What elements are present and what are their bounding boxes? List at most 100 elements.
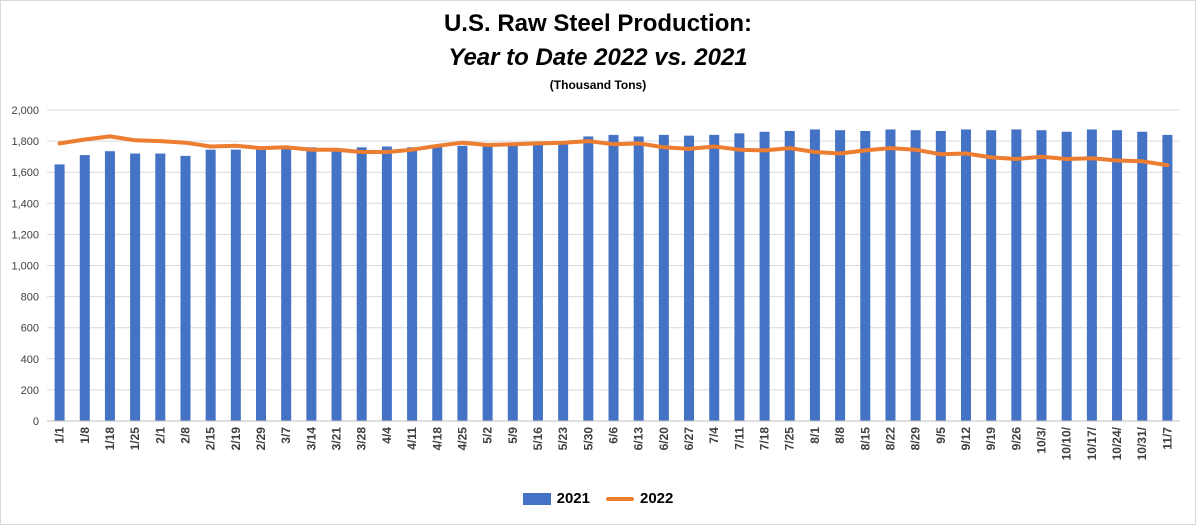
- x-tick-label: 9/5: [934, 427, 948, 444]
- x-tick-label: 5/23: [556, 427, 570, 451]
- bar-2021: [1036, 130, 1047, 421]
- bar-2021: [1112, 130, 1123, 421]
- x-tick-label: 7/25: [783, 427, 797, 451]
- bar-2021: [381, 146, 392, 422]
- bar-2021: [1011, 129, 1022, 421]
- x-tick-label: 5/30: [581, 427, 595, 451]
- bar-2021: [986, 130, 997, 421]
- x-tick-label: 6/6: [607, 427, 621, 444]
- x-tick-label: 10/17/: [1085, 426, 1099, 460]
- legend-item-2022: 2022: [606, 490, 673, 507]
- bar-2021: [935, 130, 946, 421]
- bar-2021: [684, 135, 695, 421]
- legend-swatch-2021: [522, 492, 551, 505]
- bar-2021: [1162, 134, 1173, 421]
- legend-label-2022: 2022: [640, 490, 674, 507]
- bar-2021: [658, 134, 669, 421]
- x-tick-label: 7/4: [707, 427, 721, 444]
- bar-2021: [79, 155, 90, 421]
- bar-2021: [281, 148, 292, 421]
- bar-2021: [809, 129, 820, 421]
- y-tick-label: 400: [21, 354, 39, 366]
- x-tick-label: 4/18: [430, 427, 444, 451]
- bar-2021: [835, 130, 846, 421]
- legend-swatch-2022: [606, 496, 634, 501]
- x-tick-label: 5/2: [481, 427, 495, 444]
- x-tick-label: 5/16: [531, 427, 545, 451]
- x-tick-label: 3/28: [355, 427, 369, 451]
- bar-2021: [407, 147, 418, 421]
- bar-2021: [1061, 131, 1072, 421]
- x-tick-label: 2/15: [204, 427, 218, 451]
- bar-2021: [130, 153, 141, 422]
- y-tick-label: 200: [21, 385, 39, 397]
- bar-2021: [558, 144, 569, 421]
- x-tick-label: 8/15: [858, 427, 872, 451]
- x-tick-label: 4/25: [455, 427, 469, 451]
- bar-2021: [482, 145, 493, 421]
- x-tick-label: 9/19: [984, 427, 998, 451]
- bar-2021: [306, 147, 317, 421]
- bar-2021: [532, 144, 543, 421]
- y-tick-label: 0: [33, 416, 39, 428]
- bar-2021: [910, 130, 921, 421]
- line-2022: [57, 134, 1170, 168]
- x-tick-label: 1/1: [53, 427, 67, 444]
- x-tick-label: 1/18: [103, 427, 117, 451]
- x-tick-label: 5/9: [506, 427, 520, 444]
- bar-2021: [734, 133, 745, 421]
- x-tick-label: 3/14: [304, 427, 318, 451]
- bar-2021: [230, 149, 241, 421]
- x-tick-label: 3/21: [330, 427, 344, 451]
- x-tick-label: 8/29: [909, 427, 923, 451]
- bar-2021: [633, 136, 644, 421]
- y-tick-label: 1,800: [11, 136, 39, 148]
- x-tick-label: 4/4: [380, 427, 394, 444]
- chart-legend: 2021 2022: [0, 490, 1196, 507]
- chart-subtitle: Year to Date 2022 vs. 2021: [448, 44, 748, 71]
- x-tick-label: 10/24/: [1110, 426, 1124, 460]
- bar-2021: [457, 145, 468, 421]
- x-tick-label: 6/20: [657, 427, 671, 451]
- x-tick-label: 7/18: [758, 427, 772, 451]
- bar-2021: [331, 148, 342, 421]
- x-tick-label: 9/12: [959, 427, 973, 451]
- bar-2021: [709, 134, 720, 421]
- x-tick-label: 1/8: [78, 427, 92, 444]
- x-tick-label: 7/11: [732, 427, 746, 450]
- bar-2021: [885, 129, 896, 421]
- x-tick-label: 2/1: [153, 427, 167, 444]
- y-tick-label: 2,000: [11, 105, 39, 117]
- legend-label-2021: 2021: [556, 490, 590, 507]
- y-tick-label: 800: [21, 292, 39, 304]
- x-tick-label: 6/27: [682, 427, 696, 451]
- bar-2021: [960, 129, 971, 421]
- chart-unit-note: (Thousand Tons): [549, 78, 647, 92]
- y-tick-label: 1,000: [11, 261, 39, 273]
- x-tick-label: 6/13: [632, 427, 646, 451]
- x-tick-label: 4/11: [405, 427, 419, 450]
- bar-2021: [356, 147, 367, 421]
- x-tick-label: 3/7: [279, 427, 293, 444]
- x-tick-label: 2/19: [229, 427, 243, 451]
- bar-2021: [104, 151, 115, 421]
- x-tick-label: 2/8: [178, 427, 192, 444]
- bar-2021: [860, 130, 871, 421]
- y-tick-label: 1,600: [11, 167, 39, 179]
- x-tick-label: 8/8: [833, 427, 847, 444]
- bar-2021: [784, 130, 795, 421]
- x-tick-label: 8/1: [808, 427, 822, 444]
- x-tick-label: 9/26: [1009, 427, 1023, 451]
- bar-2021: [256, 149, 267, 421]
- y-tick-label: 1,400: [11, 198, 39, 210]
- bar-2021: [1086, 129, 1097, 421]
- bar-2021: [180, 155, 191, 421]
- x-tick-label: 10/10/: [1060, 426, 1074, 460]
- bar-2021: [608, 134, 619, 421]
- y-tick-label: 600: [21, 323, 39, 335]
- bar-2021: [54, 164, 65, 422]
- chart-title: U.S. Raw Steel Production:: [443, 10, 753, 37]
- x-tick-label: 11/7: [1160, 427, 1174, 450]
